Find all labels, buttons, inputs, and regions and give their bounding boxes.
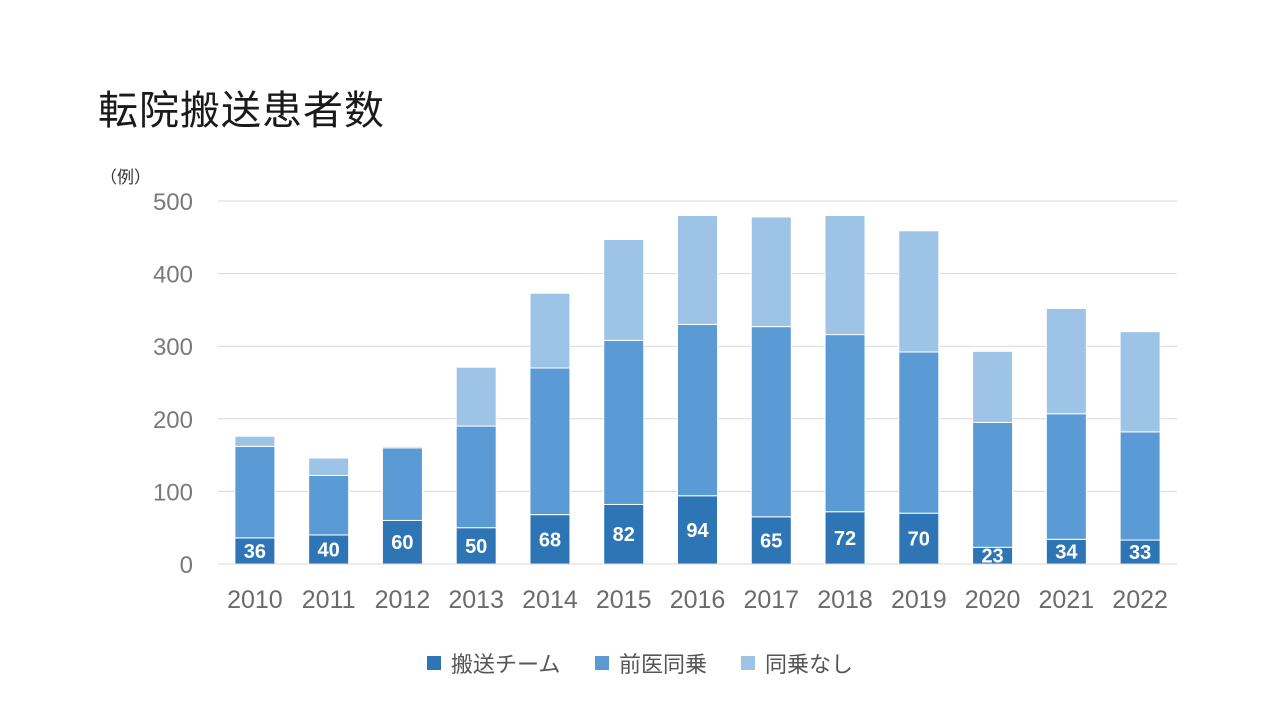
legend-swatch xyxy=(426,656,441,670)
bar-segment xyxy=(603,238,645,341)
bar-segment xyxy=(677,323,718,497)
data-label: 68 xyxy=(539,529,561,551)
bar-segment xyxy=(308,457,350,476)
y-tick-label: 400 xyxy=(153,262,193,289)
bar-segment xyxy=(677,215,718,325)
y-tick-label: 100 xyxy=(153,479,193,506)
bar-segment xyxy=(1119,331,1161,433)
x-tick-label: 2017 xyxy=(743,586,799,614)
legend-label: 同乗なし xyxy=(765,653,853,678)
x-tick-label: 2013 xyxy=(448,586,504,614)
bar-segment xyxy=(234,435,276,447)
y-tick-label: 0 xyxy=(180,552,193,579)
legend-swatch xyxy=(741,656,756,670)
x-tick-label: 2018 xyxy=(817,586,873,614)
bar-segment xyxy=(529,367,571,516)
y-axis: 0 100 200 300 400 500 xyxy=(153,189,193,579)
slide-title: 転院搬送患者数 xyxy=(98,88,385,134)
bar-segment xyxy=(750,326,792,518)
data-label: 94 xyxy=(686,520,709,542)
legend-label: 前医同乗 xyxy=(619,653,707,678)
data-label: 34 xyxy=(1055,542,1078,564)
bar-segment xyxy=(750,516,792,565)
bar-segment xyxy=(308,474,350,536)
bar-segment xyxy=(455,425,497,529)
data-label: 82 xyxy=(613,524,635,546)
data-label: 33 xyxy=(1129,542,1151,564)
data-label: 23 xyxy=(981,546,1003,568)
bar-segment xyxy=(381,445,423,449)
x-tick-label: 2016 xyxy=(670,586,726,614)
bar-segment xyxy=(824,511,866,565)
x-tick-label: 2015 xyxy=(596,586,652,614)
bars xyxy=(234,215,1161,565)
data-label: 60 xyxy=(391,532,413,554)
x-tick-label: 2012 xyxy=(375,586,431,614)
data-label: 36 xyxy=(244,541,266,563)
bar-segment xyxy=(455,366,497,427)
bar-segment xyxy=(1045,307,1087,415)
data-label: 50 xyxy=(465,536,487,558)
bar-segment xyxy=(750,216,792,328)
bar-segment xyxy=(1045,413,1087,540)
x-tick-label: 2014 xyxy=(522,586,578,614)
bar-segment xyxy=(824,215,866,336)
x-tick-label: 2010 xyxy=(227,586,283,614)
data-label: 70 xyxy=(908,529,930,551)
y-tick-label: 500 xyxy=(153,189,193,216)
x-tick-label: 2021 xyxy=(1039,586,1095,614)
legend: 搬送チーム 前医同乗 同乗なし xyxy=(426,653,853,678)
legend-label: 搬送チーム xyxy=(451,653,560,678)
y-tick-label: 300 xyxy=(153,334,193,361)
x-tick-label: 2011 xyxy=(302,586,356,614)
x-tick-label: 2022 xyxy=(1112,586,1168,614)
bar-segment xyxy=(898,351,940,514)
bar-segment xyxy=(529,292,571,369)
bar-segment xyxy=(381,447,423,521)
bar-segment xyxy=(603,503,645,565)
x-tick-label: 2019 xyxy=(891,586,947,614)
x-axis: 2010 2011 2012 2013 2014 2015 2016 2017 2018 2019… xyxy=(218,563,1177,614)
bar-segment xyxy=(972,421,1014,548)
bar-segment xyxy=(972,350,1014,423)
bar-segment xyxy=(234,445,276,539)
legend-swatch xyxy=(594,656,609,670)
bar-segment xyxy=(898,230,940,353)
data-label: 72 xyxy=(834,528,856,550)
data-label: 40 xyxy=(318,539,340,561)
x-tick-label: 2020 xyxy=(965,586,1021,614)
data-label: 65 xyxy=(760,530,782,552)
y-axis-unit-label: （例） xyxy=(100,168,151,188)
y-tick-label: 200 xyxy=(153,407,193,434)
bar-segment xyxy=(603,339,645,505)
data-labels: 36 40 60 50 68 82 94 65 72 70 23 34 33 xyxy=(244,520,1151,568)
bar-segment xyxy=(1119,431,1161,541)
bar-segment xyxy=(824,334,866,513)
